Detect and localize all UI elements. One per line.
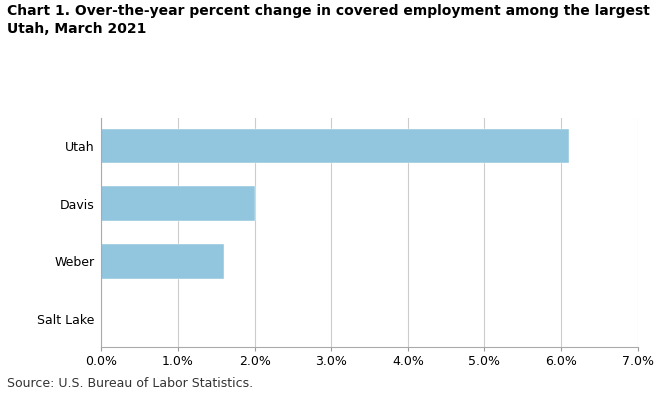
Text: Source: U.S. Bureau of Labor Statistics.: Source: U.S. Bureau of Labor Statistics. — [7, 377, 252, 390]
Bar — [101, 128, 569, 163]
Text: Chart 1. Over-the-year percent change in covered employment among the largest co: Chart 1. Over-the-year percent change in… — [7, 4, 654, 36]
Bar — [101, 244, 224, 279]
Bar — [101, 186, 254, 221]
